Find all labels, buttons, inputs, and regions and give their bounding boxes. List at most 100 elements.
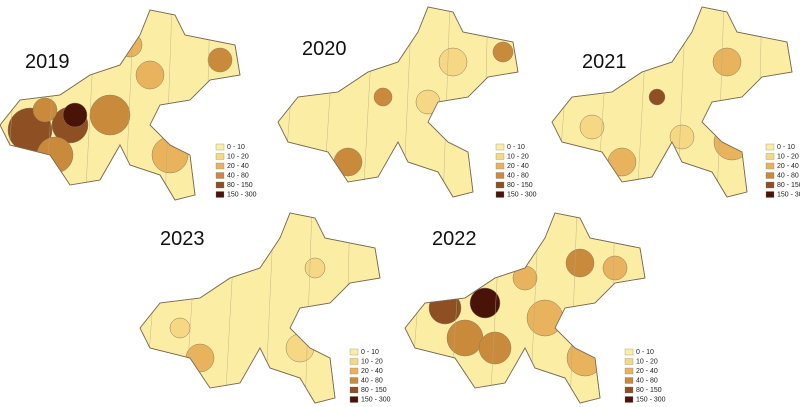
year-label: 2023 — [160, 228, 205, 250]
district — [669, 124, 695, 150]
legend-label: 40 - 80 — [636, 377, 658, 384]
legend-swatch — [349, 367, 359, 375]
legend-swatch — [215, 172, 225, 179]
district — [415, 89, 441, 115]
legend-swatch — [349, 358, 359, 365]
legend-label: 0 - 10 — [507, 144, 525, 151]
year-label: 2021 — [582, 51, 627, 73]
legend-swatch — [215, 181, 225, 189]
legend-label: 150 - 300 — [227, 191, 257, 198]
legend-label: 0 - 10 — [636, 349, 654, 356]
legend-swatch — [349, 386, 359, 394]
legend-label: 10 - 20 — [227, 153, 249, 160]
legend-swatch — [624, 396, 634, 403]
year-label: 2022 — [432, 228, 477, 250]
legend-swatch — [765, 162, 775, 170]
legend-swatch — [495, 191, 505, 198]
legend-swatch — [624, 348, 634, 356]
district — [565, 248, 595, 278]
legend-label: 10 - 20 — [636, 358, 658, 365]
district — [62, 102, 88, 128]
legend-swatch — [624, 358, 634, 365]
district — [607, 147, 637, 177]
legend-swatch — [495, 172, 505, 179]
legend-swatch — [765, 172, 775, 179]
year-label: 2020 — [302, 38, 347, 60]
legend-swatch — [215, 191, 225, 198]
legend-label: 40 - 80 — [227, 172, 249, 179]
legend-label: 80 - 150 — [227, 182, 253, 189]
district — [428, 291, 462, 325]
map-panel — [277, 6, 519, 198]
district — [373, 87, 393, 107]
legend-label: 10 - 20 — [777, 153, 799, 160]
legend-label: 150 - 300 — [636, 396, 666, 403]
district — [713, 123, 751, 161]
district — [169, 317, 191, 339]
legend-swatch — [215, 143, 225, 151]
legend-label: 20 - 40 — [636, 368, 658, 375]
legend-swatch — [495, 143, 505, 151]
legend-swatch — [624, 377, 634, 384]
legend-label: 20 - 40 — [507, 163, 529, 170]
map-panel — [0, 9, 241, 201]
district-border — [756, 7, 763, 197]
district — [579, 114, 605, 140]
legend-label: 0 - 10 — [361, 349, 379, 356]
district — [492, 41, 514, 63]
district — [304, 257, 326, 279]
legend-swatch — [624, 367, 634, 375]
map-panel — [551, 6, 793, 198]
legend-label: 80 - 150 — [507, 182, 533, 189]
districts — [282, 7, 514, 197]
legend-swatch — [765, 153, 775, 160]
legend-swatch — [349, 396, 359, 403]
legend-swatch — [624, 386, 634, 394]
district — [478, 331, 512, 365]
district — [469, 287, 501, 319]
district-border — [482, 7, 489, 197]
district — [333, 147, 363, 177]
legend-swatch — [495, 153, 505, 160]
districts — [4, 10, 233, 200]
legend-swatch — [215, 153, 225, 160]
legend-label: 10 - 20 — [361, 358, 383, 365]
legend-swatch — [215, 162, 225, 170]
district — [648, 88, 666, 106]
district — [602, 255, 628, 281]
legend-swatch — [765, 143, 775, 151]
district-border — [344, 213, 351, 403]
legend-label: 80 - 150 — [636, 387, 662, 394]
legend-label: 0 - 10 — [777, 144, 795, 151]
district — [36, 136, 74, 174]
legend-label: 40 - 80 — [777, 172, 799, 179]
district-border — [204, 10, 211, 200]
legend-swatch — [495, 162, 505, 170]
legend-swatch — [349, 348, 359, 356]
legend-label: 150 - 300 — [361, 396, 391, 403]
year-label: 2019 — [25, 51, 70, 73]
legend-swatch — [765, 191, 775, 198]
district — [512, 265, 538, 291]
district — [712, 47, 742, 77]
legend-swatch — [495, 181, 505, 189]
legend-label: 150 - 300 — [507, 191, 537, 198]
legend-label: 10 - 20 — [507, 153, 529, 160]
legend-label: 80 - 150 — [777, 182, 800, 189]
district — [117, 32, 143, 58]
district — [151, 136, 189, 174]
legend-label: 40 - 80 — [361, 377, 383, 384]
legend-label: 40 - 80 — [507, 172, 529, 179]
legend-label: 150 - 300 — [777, 191, 800, 198]
legend-label: 20 - 40 — [361, 368, 383, 375]
district — [89, 94, 131, 136]
legend-label: 20 - 40 — [777, 163, 799, 170]
legend-swatch — [349, 377, 359, 384]
district — [446, 319, 484, 357]
legend-label: 0 - 10 — [227, 144, 245, 151]
legend-label: 20 - 40 — [227, 163, 249, 170]
legend-swatch — [765, 181, 775, 189]
district — [135, 60, 165, 90]
legend-label: 80 - 150 — [361, 387, 387, 394]
